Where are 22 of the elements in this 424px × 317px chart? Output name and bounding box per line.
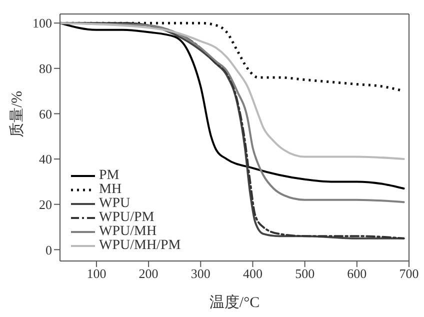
y-tick-label: 60 [39,106,52,122]
x-tick-label: 200 [138,266,158,282]
y-tick-label: 100 [32,16,52,31]
y-tick-label: 40 [39,152,52,167]
x-tick-label: 500 [295,266,315,282]
legend-label: WPU/MH [99,224,157,239]
legend-label: PM [99,168,120,183]
x-tick-label: 100 [86,266,106,282]
line-series [60,22,405,160]
y-tick-label: 80 [39,61,52,76]
x-tick-label: 400 [242,266,262,282]
y-axis-title: 质量/% [8,90,26,138]
legend-label: MH [99,182,122,197]
legend-label: WPU/PM [99,210,154,225]
y-tick-label: 0 [46,242,52,258]
x-tick-label: 600 [347,266,367,282]
x-tick-label: 300 [190,266,210,282]
x-axis-title: 温度/°C [209,294,260,311]
legend-label: WPU [99,196,130,211]
y-tick-label: 20 [39,196,52,212]
x-tick-label: 700 [399,266,419,282]
legend-label: WPU/MH/PM [99,238,181,253]
